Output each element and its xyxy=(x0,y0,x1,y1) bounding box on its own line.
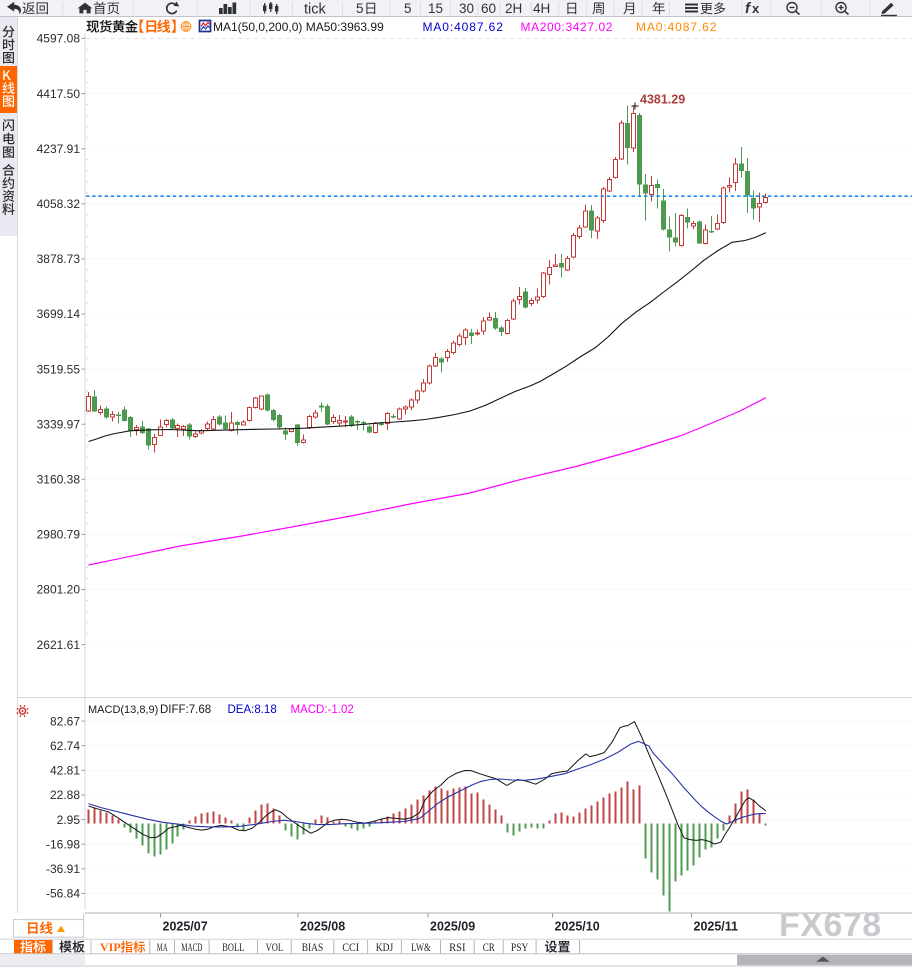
svg-text:CR: CR xyxy=(483,942,495,954)
svg-text:4H: 4H xyxy=(533,1,550,16)
svg-text:KDJ: KDJ xyxy=(376,942,394,954)
svg-text:2025/07: 2025/07 xyxy=(163,920,208,934)
svg-text:FX678: FX678 xyxy=(779,906,882,944)
svg-text:2980.79: 2980.79 xyxy=(37,528,81,542)
svg-text:82.67: 82.67 xyxy=(50,714,80,728)
svg-text:2025/08: 2025/08 xyxy=(300,920,345,934)
svg-text:3878.73: 3878.73 xyxy=(37,252,81,266)
svg-text:VIP: VIP xyxy=(100,940,121,954)
svg-text:MA0:4087.62: MA0:4087.62 xyxy=(636,20,717,34)
svg-text:42.81: 42.81 xyxy=(50,764,80,778)
svg-text:LW&: LW& xyxy=(411,942,431,954)
svg-text:VOL: VOL xyxy=(266,942,284,954)
svg-text:MACD: MACD xyxy=(181,942,202,954)
svg-text:22.88: 22.88 xyxy=(50,788,80,802)
svg-text:2025/11: 2025/11 xyxy=(694,920,739,934)
svg-text:f: f xyxy=(745,0,752,17)
svg-text:2025/09: 2025/09 xyxy=(430,920,475,934)
svg-text:4237.91: 4237.91 xyxy=(37,142,81,156)
svg-text:2801.20: 2801.20 xyxy=(37,583,81,597)
svg-text:MACD(13,8,9): MACD(13,8,9) xyxy=(88,704,158,716)
svg-text:4058.32: 4058.32 xyxy=(37,197,81,211)
svg-text:MA1(50,0,200,0) MA50:3963.99: MA1(50,0,200,0) MA50:3963.99 xyxy=(213,20,384,34)
svg-text:RSI: RSI xyxy=(449,942,466,954)
svg-text:CCI: CCI xyxy=(342,942,359,954)
svg-text:MACD:-1.02: MACD:-1.02 xyxy=(291,704,354,716)
svg-text:MA: MA xyxy=(157,942,168,954)
svg-text:2H: 2H xyxy=(505,1,522,16)
svg-text:62.74: 62.74 xyxy=(50,739,80,753)
svg-text:-56.84: -56.84 xyxy=(46,887,80,901)
svg-text:x: x xyxy=(752,1,760,16)
svg-text:2621.61: 2621.61 xyxy=(37,638,81,652)
svg-text:tick: tick xyxy=(304,2,327,18)
svg-text:MA0:4087.62: MA0:4087.62 xyxy=(423,20,504,34)
svg-text:-16.98: -16.98 xyxy=(46,837,80,851)
svg-text:4597.08: 4597.08 xyxy=(37,32,81,46)
svg-text:30: 30 xyxy=(459,1,474,16)
svg-text:2.95: 2.95 xyxy=(57,813,81,827)
svg-text:60: 60 xyxy=(481,1,496,16)
svg-text:5: 5 xyxy=(356,1,364,16)
svg-text:DIFF:7.68: DIFF:7.68 xyxy=(160,704,211,716)
svg-text:MA200:3427.02: MA200:3427.02 xyxy=(521,20,614,34)
svg-text:2025/10: 2025/10 xyxy=(555,920,600,934)
svg-text:5: 5 xyxy=(404,1,412,16)
svg-text:3519.55: 3519.55 xyxy=(37,362,81,376)
svg-text:PSY: PSY xyxy=(511,942,529,954)
svg-text:3160.38: 3160.38 xyxy=(37,473,81,487)
svg-text:15: 15 xyxy=(428,1,443,16)
svg-text:3699.14: 3699.14 xyxy=(37,307,81,321)
svg-text:4381.29: 4381.29 xyxy=(640,93,685,107)
svg-text:BOLL: BOLL xyxy=(222,942,244,954)
svg-text:BIAS: BIAS xyxy=(302,942,324,954)
svg-text:4417.50: 4417.50 xyxy=(37,87,81,101)
svg-text:3339.97: 3339.97 xyxy=(37,417,81,431)
svg-text:DEA:8.18: DEA:8.18 xyxy=(228,704,277,716)
svg-text:-36.91: -36.91 xyxy=(46,862,80,876)
